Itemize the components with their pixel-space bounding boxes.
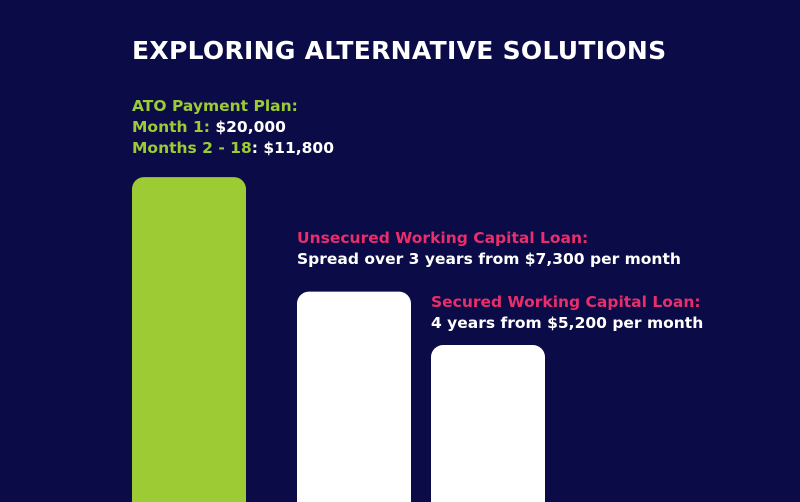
unsecured-label: Unsecured Working Capital Loan: Spread o…	[297, 228, 681, 270]
unsecured-text: Spread over 3 years from $7,300 per mont…	[297, 250, 681, 268]
bar-unsecured-loan	[297, 291, 411, 502]
ato-label: ATO Payment Plan: Month 1: $20,000 Month…	[132, 96, 334, 159]
bar-ato-payment-plan	[132, 177, 246, 502]
months2-18-sep: :	[251, 139, 258, 157]
months2-18-value: $11,800	[263, 139, 334, 157]
secured-text: 4 years from $5,200 per month	[431, 314, 704, 332]
secured-heading: Secured Working Capital Loan:	[431, 293, 701, 311]
month1-value: $20,000	[215, 118, 286, 136]
chart-title: EXPLORING ALTERNATIVE SOLUTIONS	[132, 36, 667, 65]
months2-18-label: Months 2 - 18	[132, 139, 252, 157]
month1-label: Month 1:	[132, 118, 210, 136]
bar-secured-loan	[431, 345, 545, 502]
unsecured-heading: Unsecured Working Capital Loan:	[297, 229, 589, 247]
secured-label: Secured Working Capital Loan: 4 years fr…	[431, 292, 703, 334]
ato-heading: ATO Payment Plan:	[132, 97, 298, 115]
